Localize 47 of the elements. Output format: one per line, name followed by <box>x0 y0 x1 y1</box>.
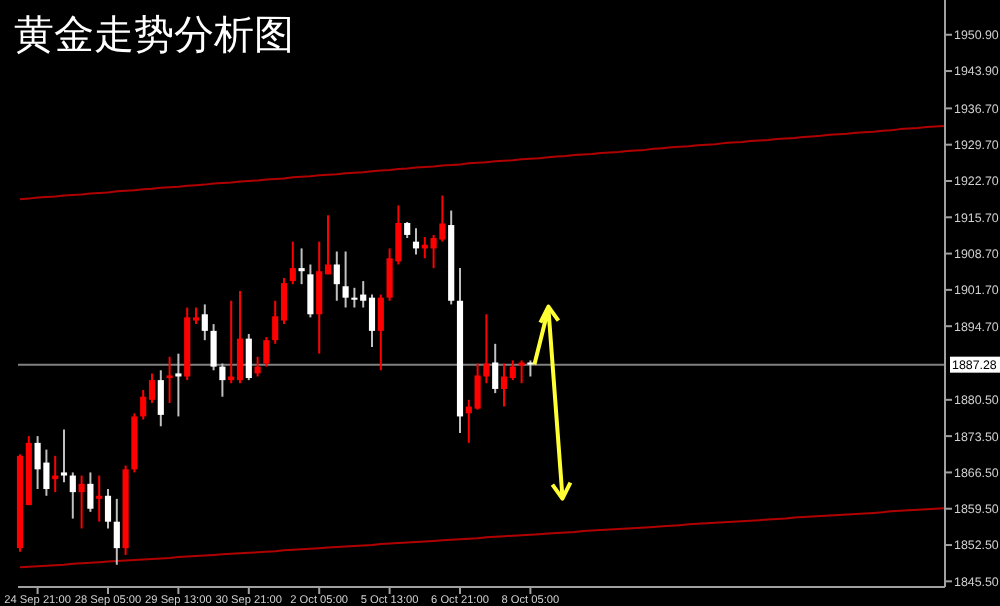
candlestick <box>236 289 244 385</box>
candlestick <box>342 250 349 309</box>
candlestick <box>377 293 384 372</box>
candlestick <box>69 471 76 520</box>
candlestick <box>351 286 358 309</box>
candlestick <box>289 240 296 286</box>
candlestick <box>166 355 173 404</box>
candlestick <box>148 372 156 404</box>
candlestick <box>201 303 208 342</box>
candlestick <box>34 435 41 491</box>
candlestick <box>104 488 112 530</box>
candlestick <box>175 352 182 418</box>
candlestick <box>324 214 332 276</box>
candlestick <box>228 299 235 385</box>
line-series <box>19 507 945 569</box>
candlestick <box>60 428 68 484</box>
line-series <box>19 125 945 201</box>
candlestick <box>263 336 270 368</box>
candlestick <box>474 362 481 411</box>
candlestick <box>483 313 490 385</box>
chart-title: 黄金走势分析图 <box>14 10 294 58</box>
candlestick <box>113 497 120 566</box>
candlestick <box>439 194 446 243</box>
candlestick <box>280 276 288 326</box>
candlestick <box>96 474 103 523</box>
candlestick <box>333 250 340 302</box>
candlestick <box>386 247 393 302</box>
candlestick <box>368 293 376 348</box>
candlestick <box>272 299 279 345</box>
candlestick <box>43 448 50 497</box>
candlestick <box>316 240 323 355</box>
candlestick <box>78 474 85 530</box>
candlestick <box>298 247 305 286</box>
candlestick <box>307 263 314 319</box>
candlestick <box>245 332 252 382</box>
candlestick <box>492 342 499 395</box>
candlestick <box>395 204 402 266</box>
candlestick <box>509 359 516 382</box>
candlestick <box>157 369 164 428</box>
candlestick <box>87 471 94 513</box>
candlestick <box>140 388 147 421</box>
candlestick <box>500 362 508 408</box>
candlestick <box>518 359 525 385</box>
candlestick <box>219 362 226 398</box>
candlestick <box>430 233 437 270</box>
candlestick <box>360 280 367 309</box>
candlestick <box>210 323 217 372</box>
